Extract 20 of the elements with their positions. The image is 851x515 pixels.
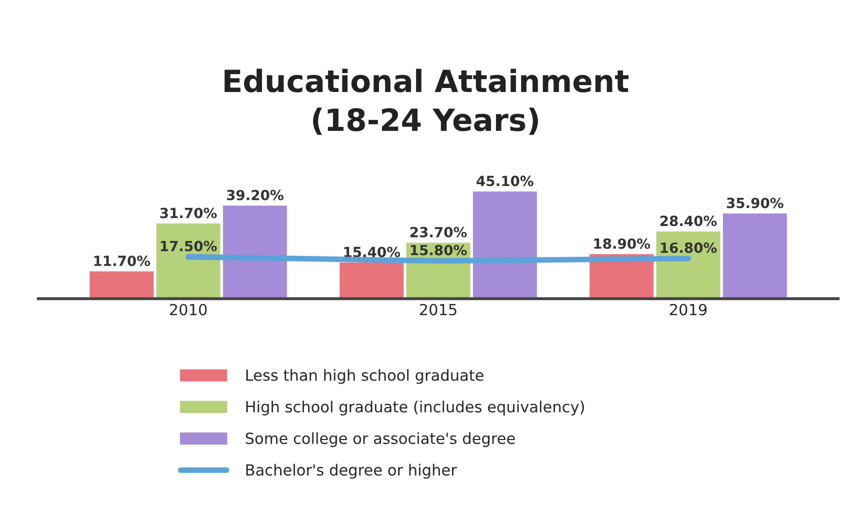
data-label: 23.70% (410, 226, 467, 238)
data-label: 15.40% (344, 246, 400, 258)
legend-label: Less than high school graduate (246, 369, 484, 384)
x-tick-label: 2019 (670, 304, 707, 316)
data-label: 15.80% (410, 244, 467, 256)
legend-label: High school graduate (includes equivalency) (246, 400, 584, 416)
data-label: 18.90% (594, 238, 650, 249)
x-tick-label: 2015 (420, 304, 456, 316)
data-label: 28.40% (660, 216, 717, 226)
legend-label: Bachelor's degree or higher (246, 464, 457, 479)
chart-title: Educational Attainment (18-24 Years) (224, 68, 629, 135)
data-label: 39.20% (226, 190, 284, 200)
x-tick-label: 2010 (170, 304, 207, 316)
legend-label: Some college or associate's degree (246, 432, 515, 448)
data-label: 11.70% (94, 256, 150, 266)
data-label: 17.50% (160, 240, 217, 252)
data-label: 16.80% (660, 242, 717, 253)
data-label: 35.90% (726, 198, 784, 208)
data-label: 31.70% (160, 208, 217, 218)
data-label: 45.10% (476, 176, 534, 186)
